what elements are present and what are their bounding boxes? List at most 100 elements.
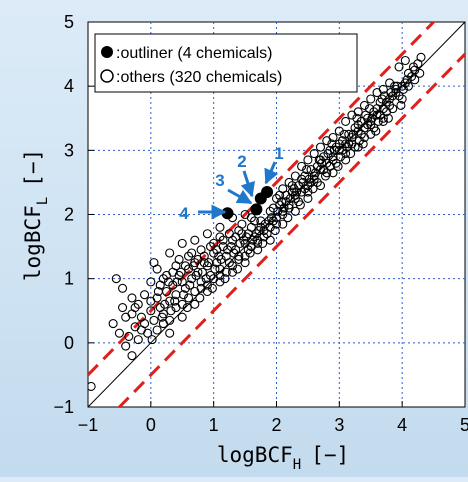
data-point-other	[297, 161, 307, 171]
data-point-other	[182, 302, 192, 313]
data-point-other	[416, 52, 426, 62]
data-point-other	[170, 296, 180, 306]
data-point-other	[378, 116, 388, 127]
data-point-other	[202, 286, 212, 297]
data-point-other	[403, 81, 414, 91]
data-point-other	[341, 116, 351, 127]
data-point-other	[190, 299, 200, 309]
x-tick-label: 1	[209, 415, 219, 435]
data-point-other	[165, 328, 175, 338]
data-point-other	[195, 293, 205, 303]
data-point-other	[394, 62, 404, 72]
data-point-other	[264, 216, 274, 226]
data-point-other	[231, 232, 241, 242]
y-tick-label: 2	[64, 205, 74, 225]
x-tick-label: 4	[397, 415, 407, 435]
x-tick-label: 3	[334, 415, 344, 435]
annotation-arrow	[264, 161, 279, 185]
annotation-label: 3	[215, 171, 224, 190]
data-point-other	[398, 84, 408, 94]
data-point-other	[390, 81, 400, 91]
x-tick-label: 2	[271, 415, 281, 435]
data-point-other	[177, 238, 187, 248]
data-point-other	[304, 174, 314, 184]
data-point-other	[317, 158, 327, 168]
data-point-other	[284, 177, 294, 187]
data-points	[88, 52, 426, 392]
data-point-other	[328, 168, 338, 178]
data-point-other	[114, 328, 124, 338]
data-point-other	[199, 258, 209, 268]
data-point-other	[189, 261, 199, 271]
data-point-other	[166, 306, 176, 316]
legend: :outliner (4 chemicals):others (320 chem…	[94, 33, 358, 93]
data-point-other	[146, 296, 156, 306]
data-point-other	[174, 254, 184, 264]
y-tick-label: 5	[64, 12, 74, 32]
data-point-other	[303, 193, 313, 204]
x-tick-label: 0	[146, 415, 156, 435]
data-point-other	[108, 319, 118, 329]
data-point-other	[334, 145, 344, 155]
data-point-other	[408, 62, 419, 72]
data-point-other	[290, 206, 300, 216]
data-point-other	[377, 94, 387, 104]
data-point-other	[284, 200, 294, 210]
data-point-other	[246, 213, 256, 223]
data-point-other	[177, 299, 187, 309]
data-point-other	[133, 335, 143, 345]
data-point-other	[344, 129, 354, 139]
y-axis-title-main: logBCF	[21, 205, 45, 281]
data-point-other	[183, 251, 194, 261]
data-point-other	[309, 174, 319, 184]
data-point-other	[400, 55, 410, 66]
data-point-other	[146, 306, 156, 316]
data-point-other	[352, 113, 362, 123]
data-point-other	[157, 312, 167, 322]
data-point-other	[201, 274, 211, 284]
data-point-other	[348, 129, 358, 139]
data-point-other	[383, 113, 393, 123]
data-point-other	[371, 126, 381, 136]
data-point-other	[155, 280, 165, 290]
data-point-other	[339, 129, 349, 139]
data-point-other	[127, 293, 137, 303]
data-point-other	[136, 325, 146, 335]
data-point-other	[285, 193, 295, 204]
annotation-arrow	[227, 188, 253, 205]
data-point-other	[271, 213, 282, 223]
data-point-other	[172, 277, 182, 287]
y-tick-label: −1	[53, 397, 74, 417]
data-point-other	[373, 116, 383, 127]
data-point-other	[183, 264, 194, 274]
data-point-other	[271, 193, 282, 204]
x-tick-label: 5	[460, 415, 468, 435]
data-point-other	[333, 161, 343, 171]
x-axis-title-sub: H	[293, 457, 301, 473]
data-point-other	[266, 213, 277, 223]
data-point-other	[210, 264, 220, 274]
data-point-other	[341, 155, 351, 165]
data-point-other	[314, 155, 324, 165]
data-point-outliner	[250, 203, 263, 216]
data-point-other	[163, 277, 173, 287]
data-point-other	[121, 341, 131, 351]
data-point-other	[216, 254, 226, 264]
data-point-other	[366, 94, 376, 104]
data-point-other	[249, 216, 260, 226]
data-point-other	[403, 68, 414, 78]
data-point-other	[275, 190, 285, 200]
data-point-other	[402, 75, 412, 85]
data-point-other	[149, 258, 159, 268]
data-point-other	[245, 248, 255, 258]
annotations: 1 23 4	[179, 144, 283, 223]
data-point-other	[127, 351, 137, 361]
data-point-other	[215, 232, 225, 242]
data-point-other	[124, 331, 134, 341]
data-point-other	[334, 126, 344, 136]
data-point-other	[289, 184, 299, 194]
data-point-other	[226, 242, 236, 252]
y-axis-title-sub: L	[35, 197, 51, 205]
data-point-other	[183, 293, 194, 303]
